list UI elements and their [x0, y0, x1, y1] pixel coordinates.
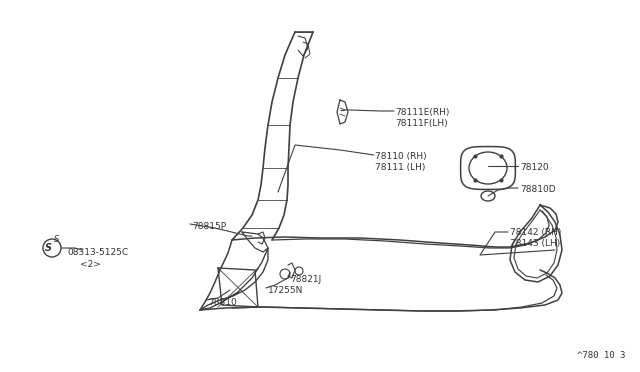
Text: 78810D: 78810D: [520, 185, 556, 194]
Text: 78815P: 78815P: [192, 222, 226, 231]
Text: S: S: [54, 235, 60, 244]
Text: 78111 (LH): 78111 (LH): [375, 163, 426, 172]
Text: S: S: [45, 243, 51, 253]
Text: 17255N: 17255N: [268, 286, 303, 295]
Text: ^780 10 3: ^780 10 3: [577, 351, 625, 360]
Text: <2>: <2>: [80, 260, 101, 269]
Text: 78111E(RH): 78111E(RH): [395, 108, 449, 117]
Text: 78110 (RH): 78110 (RH): [375, 152, 427, 161]
Text: 08313-5125C: 08313-5125C: [67, 248, 128, 257]
Text: 78143 (LH): 78143 (LH): [510, 239, 560, 248]
Text: 78821J: 78821J: [290, 275, 321, 284]
Text: 78111F(LH): 78111F(LH): [395, 119, 447, 128]
Text: 78810: 78810: [208, 298, 237, 307]
Text: 78120: 78120: [520, 163, 548, 172]
Text: 78142 (RH): 78142 (RH): [510, 228, 561, 237]
